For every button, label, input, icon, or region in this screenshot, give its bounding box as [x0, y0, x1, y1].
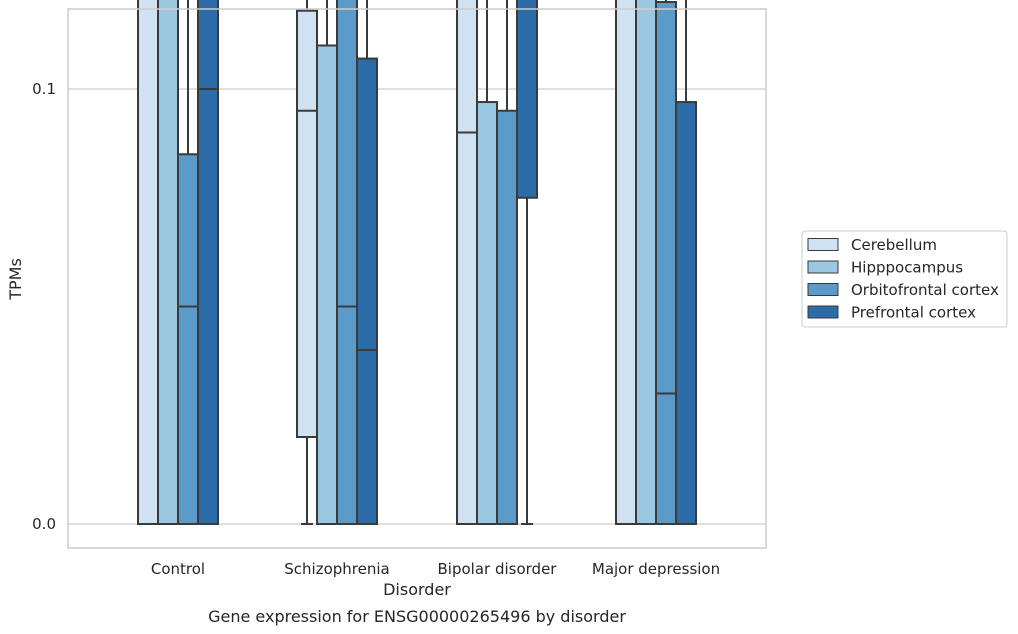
y-axis-label: TPMs: [6, 258, 25, 301]
legend-label: Prefrontal cortex: [851, 304, 976, 322]
y-tick-labels: 0.00.10.20.30.4: [32, 80, 56, 533]
box: [655, 1, 677, 525]
box-plot: [336, 0, 358, 525]
box: [675, 101, 697, 526]
legend-label: Cerebellum: [851, 236, 937, 254]
box-plot: [316, 0, 338, 525]
box-plot: [197, 0, 219, 525]
legend-frame: [801, 230, 1008, 328]
box: [197, 0, 219, 525]
box: [157, 0, 179, 525]
box-plot: [177, 0, 199, 525]
box-plot: [635, 0, 657, 525]
plot-frame: [67, 8, 767, 549]
x-tick-label: Bipolar disorder: [438, 560, 558, 578]
box-plot: [516, 0, 538, 525]
legend-swatch: [807, 238, 839, 251]
box-plot: [675, 0, 697, 526]
box: [476, 101, 498, 526]
y-tick-label: 0.0: [32, 515, 56, 533]
box: [615, 0, 637, 525]
box: [496, 109, 518, 525]
y-tick-label: 0.1: [32, 80, 56, 98]
box: [137, 0, 159, 525]
box-plot: [615, 0, 637, 525]
box: [456, 0, 478, 525]
legend-label: Hipppocampus: [851, 259, 963, 277]
x-tick-label: Major depression: [592, 560, 720, 578]
legend-swatch: [807, 260, 839, 274]
box: [296, 9, 318, 438]
box-plot: [655, 0, 677, 525]
x-axis-label: Disorder: [383, 580, 451, 599]
box-plot: [356, 0, 378, 526]
x-tick-label: Schizophrenia: [284, 560, 389, 578]
legend: Cerebellum Hipppocampus Orbitofrontal cort…: [801, 230, 1008, 328]
x-tick-labels: Control Schizophrenia Bipolar disorder Majo…: [151, 560, 720, 578]
legend-swatch: [807, 305, 839, 319]
box-plot: [456, 0, 478, 525]
chart-caption: Gene expression for ENSG00000265496 by d…: [208, 607, 626, 626]
x-tick-label: Control: [151, 560, 205, 578]
box: [316, 44, 338, 525]
box: [336, 0, 358, 525]
box-plot: [496, 0, 518, 525]
box-plot: [476, 0, 498, 526]
box-layer: [137, 0, 697, 526]
box: [516, 0, 538, 199]
box: [635, 0, 657, 525]
box-plot: [157, 0, 179, 525]
box: [177, 153, 199, 525]
legend-label: Orbitofrontal cortex: [851, 281, 999, 299]
box-plot: [137, 0, 159, 525]
legend-swatch: [807, 283, 839, 296]
box-plot: [296, 0, 318, 525]
box: [356, 57, 378, 526]
